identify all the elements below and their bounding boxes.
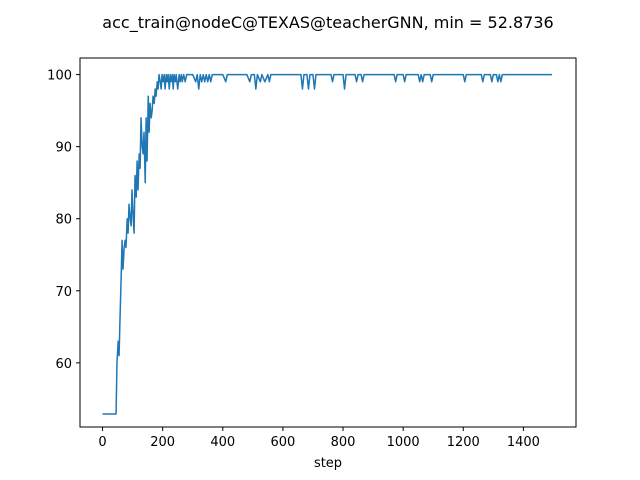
- plot-frame: [79, 57, 577, 428]
- x-tick-label: 1200: [447, 435, 480, 450]
- x-tick-label: 1400: [507, 435, 540, 450]
- x-tick-label: 200: [150, 435, 175, 450]
- y-axis: 60 70 80 90 100: [47, 69, 80, 372]
- x-tick-label: 800: [331, 435, 356, 450]
- y-tick-label: 90: [55, 141, 72, 156]
- x-tick-label: 600: [270, 435, 295, 450]
- x-tick-label: 1000: [387, 435, 420, 450]
- y-tick-label: 100: [47, 69, 72, 84]
- series-line-0: [102, 73, 552, 415]
- y-tick-label: 70: [55, 285, 72, 300]
- x-axis: 0 200 400 600 800 1000 1200 1400: [98, 427, 540, 450]
- y-tick-label: 60: [55, 357, 72, 372]
- chart-title: acc_train@nodeC@TEXAS@teacherGNN, min = …: [102, 13, 553, 33]
- y-tick-label: 80: [55, 213, 72, 228]
- x-axis-title: step: [314, 456, 342, 471]
- plot-area: [102, 73, 552, 415]
- x-tick-label: 0: [98, 435, 106, 450]
- x-tick-label: 400: [210, 435, 235, 450]
